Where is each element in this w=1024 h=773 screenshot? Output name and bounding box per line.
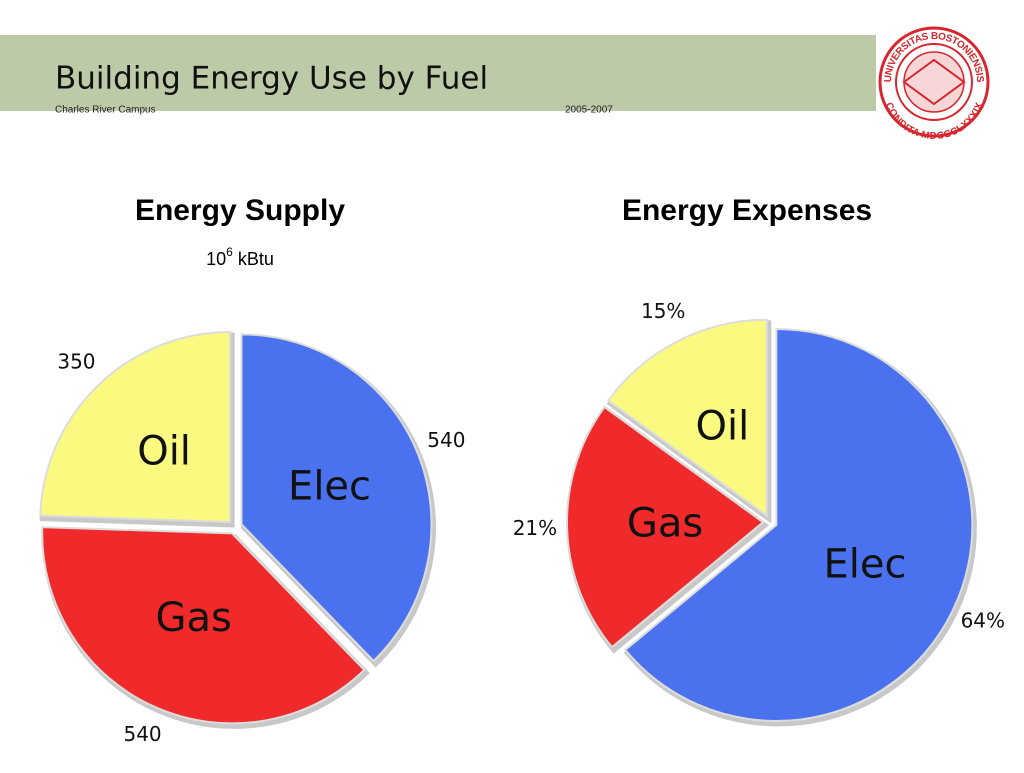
- pie-slice: [623, 327, 974, 722]
- slide-title: Building Energy Use by Fuel: [55, 61, 488, 97]
- value-label: 64%: [961, 609, 1005, 633]
- slide-period: 2005-2007: [565, 105, 613, 116]
- units-base: 10: [206, 249, 226, 269]
- slice-label: Elec: [824, 542, 907, 588]
- pie-slice: [41, 526, 366, 725]
- slide-subtitle: Charles River Campus: [55, 105, 156, 116]
- logo: UNIVERSITAS BOSTONIENSIS CONDITA MDCCCLX…: [878, 26, 990, 142]
- slice-label: Oil: [695, 403, 749, 449]
- chart-title: Energy Expenses: [622, 194, 872, 227]
- pie-slice: [566, 405, 765, 649]
- value-label: 15%: [641, 299, 685, 323]
- chart-units: 106 kBtu: [206, 245, 274, 269]
- units-exponent: 6: [226, 245, 233, 259]
- slice-label: Oil: [137, 429, 191, 475]
- pie-slice: [240, 333, 433, 663]
- value-label: 350: [57, 350, 95, 374]
- units-label: kBtu: [238, 249, 274, 269]
- value-label: 540: [123, 722, 161, 746]
- chart-title: Energy Supply: [135, 194, 345, 227]
- pie-slice: [39, 330, 232, 524]
- slice-label: Gas: [155, 595, 231, 641]
- slice-label: Gas: [627, 500, 703, 546]
- value-label: 21%: [513, 516, 557, 540]
- pie-slice: [606, 318, 768, 518]
- value-label: 540: [427, 428, 465, 452]
- header-band: [0, 35, 876, 111]
- slice-label: Elec: [288, 464, 371, 510]
